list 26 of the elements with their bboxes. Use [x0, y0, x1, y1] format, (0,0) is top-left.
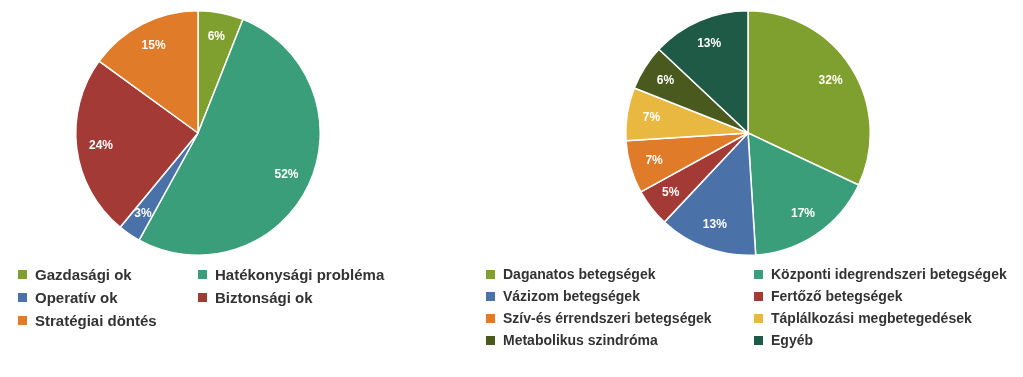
legend-label: Táplálkozási megbetegedések [771, 310, 972, 326]
data-label: 6% [207, 29, 226, 44]
data-label: 32% [818, 72, 843, 87]
legend-label: Szív-és érrendszeri betegségek [503, 310, 712, 326]
legend-label: Hatékonysági probléma [215, 266, 385, 283]
data-label: 6% [656, 72, 675, 87]
legend-label: Fertőző betegségek [771, 288, 903, 304]
legend-label: Központi idegrendszeri betegségek [771, 266, 1007, 282]
data-label: 3% [134, 206, 153, 221]
data-label: 52% [274, 166, 299, 181]
data-label: 15% [141, 38, 166, 53]
legend-label: Daganatos betegségek [503, 266, 656, 282]
legend-label: Egyéb [771, 332, 814, 348]
data-label: 13% [697, 35, 722, 50]
data-label: 7% [642, 110, 661, 125]
legend-label: Biztonsági ok [215, 289, 313, 306]
legend-label: Operatív ok [35, 289, 118, 306]
data-label: 17% [790, 206, 816, 221]
data-label: 5% [662, 185, 680, 200]
data-label: 7% [645, 152, 664, 167]
legend-label: Vázizom betegségek [503, 288, 640, 304]
data-label: 13% [702, 217, 728, 232]
legend-label: Gazdasági ok [35, 266, 132, 283]
legend-label: Stratégiai döntés [35, 312, 157, 329]
data-label: 24% [88, 137, 114, 152]
legend-label: Metabolikus szindróma [503, 332, 658, 348]
